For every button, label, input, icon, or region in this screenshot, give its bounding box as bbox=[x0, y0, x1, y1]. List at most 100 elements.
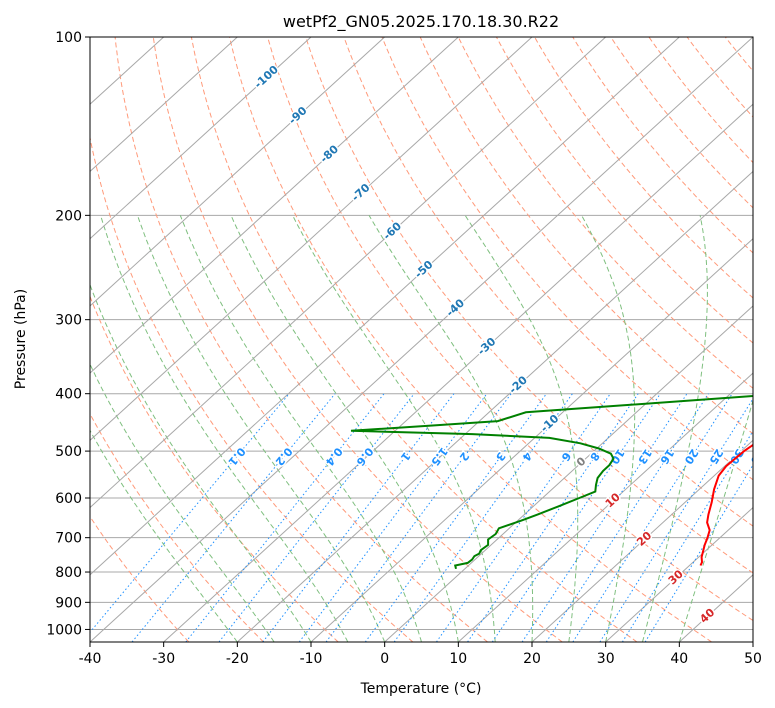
mixing-ratio-label: 0.4 bbox=[323, 445, 346, 469]
y-tick-label: 800 bbox=[55, 565, 82, 581]
y-axis-ticks: 100 200 300 400 500 600 700 800 900 1000 bbox=[46, 30, 90, 638]
mixing-ratio-label: 20 bbox=[681, 447, 700, 467]
dry-adiabat bbox=[90, 515, 190, 642]
isotherm bbox=[236, 170, 753, 642]
x-tick-label: 0 bbox=[380, 651, 389, 667]
y-tick-label: 900 bbox=[55, 595, 82, 611]
sounding-series bbox=[350, 394, 753, 570]
dry-adiabat bbox=[190, 37, 638, 642]
x-tick-label: 50 bbox=[744, 651, 762, 667]
mixing-ratio-line bbox=[185, 393, 385, 642]
isotherm bbox=[457, 372, 753, 642]
moist-adiabat bbox=[179, 215, 422, 642]
x-tick-label: 30 bbox=[597, 651, 615, 667]
mixing-ratio-label: 8 bbox=[587, 450, 602, 464]
dry-adiabat bbox=[90, 412, 264, 642]
mixing-ratio-line bbox=[218, 393, 415, 642]
mixing-ratio-label: 25 bbox=[706, 447, 725, 467]
mixing-ratio-line bbox=[572, 393, 733, 642]
mixing-ratio-line bbox=[364, 393, 547, 642]
isotherm bbox=[90, 37, 459, 374]
mixing-ratio-label: 3 bbox=[493, 450, 508, 464]
mixing-ratio-line bbox=[644, 463, 753, 642]
isotherms bbox=[90, 37, 753, 642]
dry-adiabat bbox=[648, 37, 753, 164]
dry-adiabat bbox=[90, 135, 414, 642]
y-tick-label: 400 bbox=[55, 387, 82, 403]
mixing-ratio-line bbox=[621, 430, 753, 642]
y-tick-label: 100 bbox=[55, 30, 82, 46]
moist-adiabat bbox=[292, 215, 496, 642]
x-tick-label: -30 bbox=[152, 651, 175, 667]
dry-adiabat bbox=[724, 37, 753, 72]
moist-adiabats bbox=[90, 215, 753, 642]
isotherm bbox=[90, 37, 238, 173]
y-tick-label: 300 bbox=[55, 313, 82, 329]
y-tick-label: 200 bbox=[55, 208, 82, 224]
dry-adiabat bbox=[686, 37, 753, 118]
y-tick-label: 600 bbox=[55, 491, 82, 507]
plot-frame bbox=[89, 36, 754, 643]
pressure-gridlines bbox=[90, 37, 753, 630]
isotherm bbox=[163, 103, 753, 642]
isotherm bbox=[310, 237, 753, 642]
isotherm bbox=[752, 641, 753, 642]
dry-adiabat bbox=[419, 37, 753, 435]
isotherm bbox=[384, 305, 753, 642]
mixing-ratio-lines bbox=[90, 393, 753, 642]
dry-adiabat bbox=[534, 37, 753, 299]
isotherm bbox=[90, 37, 680, 576]
mixing-ratio-labels: 0.1 0.2 0.4 0.6 1 1.5 2 3 4 6 8 10 13 16 20 25 30 36 bbox=[224, 443, 767, 470]
isotherm bbox=[90, 37, 312, 240]
chart-title: wetPf2_GN05.2025.170.18.30.R22 bbox=[283, 12, 559, 32]
isotherm bbox=[90, 37, 607, 509]
dry-adiabat bbox=[343, 37, 753, 527]
moist-adiabat bbox=[90, 283, 312, 642]
mixing-ratio-label: 1 bbox=[398, 450, 413, 464]
isotherm bbox=[90, 37, 386, 307]
x-tick-label: -40 bbox=[79, 651, 102, 667]
mixing-ratio-label: 4 bbox=[519, 450, 534, 464]
mixing-ratio-label: 0.6 bbox=[353, 445, 375, 469]
mixing-ratio-label: 16 bbox=[657, 447, 676, 467]
moist-adiabat bbox=[678, 398, 753, 642]
series-dewpoint-line bbox=[350, 394, 753, 570]
x-tick-label: 40 bbox=[670, 651, 688, 667]
dry-adiabat bbox=[381, 37, 753, 481]
mixing-ratio-line bbox=[393, 393, 573, 642]
mixing-ratio-label: 36 bbox=[748, 447, 767, 467]
mixing-ratio-label: 13 bbox=[635, 447, 654, 467]
mixing-ratio-line bbox=[90, 393, 290, 633]
moist-adiabat bbox=[581, 215, 636, 642]
moist-adiabat bbox=[137, 215, 386, 642]
x-axis-label: Temperature (°C) bbox=[360, 681, 482, 697]
x-tick-label: 10 bbox=[449, 651, 467, 667]
mixing-ratio-line bbox=[521, 393, 688, 642]
mixing-ratio-line bbox=[545, 393, 709, 642]
y-axis-label: Pressure (hPa) bbox=[13, 289, 29, 389]
y-tick-label: 1000 bbox=[46, 622, 82, 638]
series-temperature-line bbox=[699, 443, 753, 566]
mixing-ratio-line bbox=[298, 393, 488, 642]
mixing-ratio-line bbox=[491, 393, 661, 642]
mixing-ratio-line bbox=[599, 397, 753, 642]
mixing-ratio-line bbox=[436, 393, 611, 642]
mixing-ratio-line bbox=[467, 393, 639, 642]
dry-adiabat bbox=[229, 37, 712, 642]
dry-adiabat bbox=[610, 37, 753, 209]
mixing-ratio-line bbox=[131, 393, 336, 642]
moist-adiabat bbox=[642, 215, 708, 642]
dry-adiabat bbox=[90, 295, 339, 642]
mixing-ratio-label: 2 bbox=[457, 450, 472, 464]
isotherm bbox=[90, 37, 533, 442]
dry-adiabat bbox=[457, 37, 753, 389]
x-tick-label: -10 bbox=[300, 651, 323, 667]
mixing-ratio-label: 6 bbox=[558, 450, 573, 464]
y-tick-label: 500 bbox=[55, 444, 82, 460]
dry-adiabat bbox=[495, 37, 753, 344]
dry-adiabats bbox=[90, 37, 753, 642]
x-tick-label: 20 bbox=[523, 651, 541, 667]
y-tick-label: 700 bbox=[55, 531, 82, 547]
isotherm bbox=[531, 439, 753, 642]
